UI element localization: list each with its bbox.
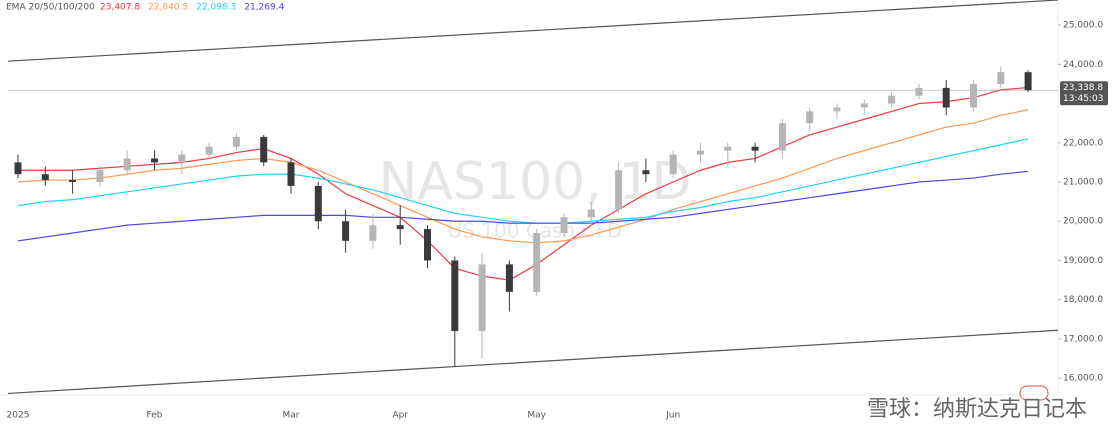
- candle-body: [123, 158, 131, 171]
- candle-body: [478, 264, 486, 332]
- candle-body: [806, 111, 814, 124]
- candle-body: [505, 264, 513, 292]
- y-tick-label: 25,000.0: [1063, 21, 1103, 31]
- price-tag-countdown: 13:45:03: [1063, 94, 1103, 104]
- candle-body: [451, 260, 459, 332]
- candle-body: [642, 170, 650, 175]
- candle-body: [915, 87, 923, 96]
- tv-logo: [1019, 385, 1049, 401]
- y-tick-label: 17,000.0: [1063, 334, 1103, 344]
- x-tick-label: Jun: [665, 411, 680, 421]
- candle-body: [669, 154, 677, 175]
- candle-body: [69, 180, 77, 183]
- legend-label: EMA 20/50/100/200: [6, 3, 95, 13]
- candle-body: [178, 154, 186, 163]
- candle-body: [888, 95, 896, 104]
- candle-body: [724, 146, 732, 151]
- candle-body: [560, 217, 568, 233]
- candle-body: [615, 170, 623, 210]
- source-watermark: 雪球：纳斯达克日记本: [867, 397, 1087, 422]
- channel-line: [7, 0, 1059, 62]
- legend-value: 21,269.4: [244, 3, 284, 13]
- candle-body: [287, 162, 295, 186]
- legend-value: 22,840.5: [148, 3, 188, 13]
- y-tick-label: 19,000.0: [1063, 256, 1103, 266]
- y-tick-label: 22,000.0: [1063, 138, 1103, 148]
- ema-line: [18, 86, 1029, 281]
- candle-body: [14, 162, 22, 175]
- candle-body: [1024, 72, 1032, 91]
- channel-line: [7, 329, 1059, 395]
- candle-body: [41, 174, 49, 181]
- y-tick-label: 21,000.0: [1063, 178, 1103, 188]
- candle-body: [424, 229, 431, 261]
- candle-body: [942, 87, 950, 108]
- ema-line: [17, 170, 1029, 242]
- x-tick-label: Mar: [283, 411, 300, 421]
- candle-body: [151, 158, 158, 163]
- candle-body: [314, 185, 322, 222]
- ema-line: [17, 109, 1029, 244]
- candle-body: [970, 83, 977, 108]
- candle-body: [778, 123, 786, 151]
- candle-body: [533, 232, 541, 292]
- x-tick-label: 2025: [7, 411, 30, 421]
- x-tick-label: May: [527, 411, 546, 421]
- y-tick-label: 18,000.0: [1063, 295, 1103, 305]
- candle-body: [342, 221, 350, 241]
- candle-body: [751, 146, 759, 151]
- candle-body: [997, 72, 1005, 84]
- y-tick-label: 24,000.0: [1063, 60, 1103, 70]
- price-tag-value: 23,338.8: [1063, 83, 1103, 93]
- y-tick-label: 20,000.0: [1063, 217, 1103, 227]
- x-tick-label: Feb: [147, 411, 163, 421]
- candle-body: [396, 225, 404, 230]
- legend-value: 22,098.3: [196, 3, 236, 13]
- price-tag: [1060, 81, 1108, 106]
- candle-body: [96, 170, 104, 183]
- x-tick-label: Apr: [392, 411, 408, 421]
- candle-body: [833, 107, 841, 112]
- ema-line: [17, 138, 1029, 224]
- candle-body: [697, 150, 704, 155]
- candle-body: [205, 146, 213, 155]
- candle-body: [260, 136, 268, 163]
- candle-body: [369, 225, 377, 241]
- symbol-watermark: NAS100, 1D: [379, 152, 692, 212]
- legend-value: 23,407.8: [100, 3, 140, 13]
- candle-body: [860, 103, 868, 108]
- candle-body: [587, 209, 595, 218]
- y-tick-label: 16,000.0: [1063, 374, 1103, 384]
- candle-body: [232, 136, 240, 147]
